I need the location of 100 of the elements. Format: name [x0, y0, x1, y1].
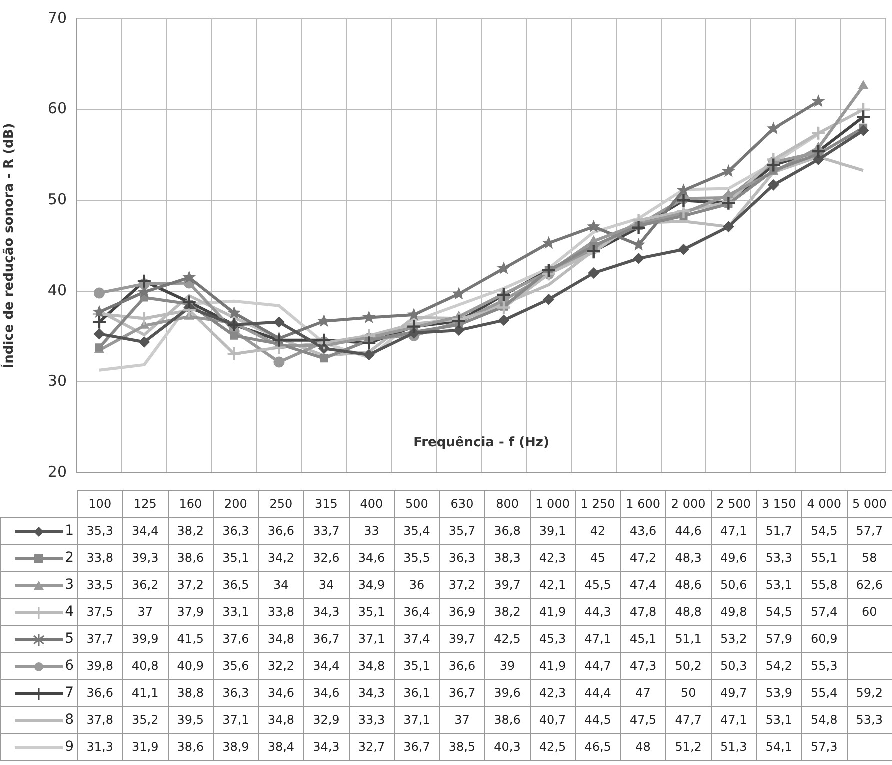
data-label: 33,5 — [78, 572, 123, 598]
data-label: 48,6 — [666, 572, 712, 598]
x-tick-label: 4 000 — [802, 490, 848, 518]
data-label: 33,3 — [349, 706, 394, 734]
data-label: 36,8 — [484, 518, 530, 544]
data-label: 35,3 — [78, 518, 123, 544]
data-label: 39,1 — [530, 518, 576, 544]
data-label: 62,6 — [847, 572, 892, 598]
data-label: 37,8 — [78, 706, 123, 734]
data-label: 37,9 — [168, 598, 214, 626]
y-tick-label: 60 — [48, 100, 67, 118]
data-label: 38,5 — [440, 734, 485, 760]
data-label: 39,6 — [484, 680, 530, 706]
legend-label: 8 — [65, 712, 74, 728]
data-label: 35,5 — [394, 544, 440, 572]
data-label: 38,6 — [168, 734, 214, 760]
data-label: 47,1 — [575, 626, 621, 652]
data-label: 38,6 — [168, 544, 214, 572]
data-label: 39,5 — [168, 706, 214, 734]
data-label: 55,1 — [802, 544, 848, 572]
data-label: 60,9 — [802, 626, 848, 652]
y-tick-label: 40 — [48, 281, 67, 300]
data-label: 33,1 — [213, 598, 259, 626]
data-label: 34,3 — [304, 598, 350, 626]
data-label: 37,5 — [78, 598, 123, 626]
data-label: 35,6 — [213, 652, 259, 680]
data-label: 47,7 — [666, 706, 712, 734]
data-label: 38,2 — [168, 518, 214, 544]
data-label: 37,1 — [349, 626, 394, 652]
data-label: 34 — [304, 572, 350, 598]
data-label: 47,1 — [711, 706, 756, 734]
data-label: 51,7 — [756, 518, 802, 544]
data-label: 36,3 — [213, 518, 259, 544]
data-label: 47,5 — [620, 706, 666, 734]
x-tick-label: 1 000 — [530, 490, 576, 518]
data-label: 34,6 — [304, 680, 350, 706]
data-label: 47,3 — [620, 652, 666, 680]
data-label: 57,7 — [847, 518, 892, 544]
data-label: 34,3 — [304, 734, 350, 760]
data-label: 44,3 — [575, 598, 621, 626]
data-label: 50,2 — [666, 652, 712, 680]
data-label: 42,3 — [530, 680, 576, 706]
data-label: 42,1 — [530, 572, 576, 598]
data-label: 38,9 — [213, 734, 259, 760]
data-label: 37,6 — [213, 626, 259, 652]
y-tick-label: 70 — [48, 8, 67, 27]
legend-label: 1 — [65, 523, 74, 539]
data-label: 51,1 — [666, 626, 712, 652]
data-label: 37,1 — [394, 706, 440, 734]
data-label: 50,6 — [711, 572, 756, 598]
data-label: 36,1 — [394, 680, 440, 706]
y-tick-label: 30 — [48, 372, 67, 390]
data-label: 44,6 — [666, 518, 712, 544]
data-label: 53,2 — [711, 626, 756, 652]
data-label: 57,4 — [802, 598, 848, 626]
data-label: 35,1 — [213, 544, 259, 572]
data-label: 49,6 — [711, 544, 756, 572]
data-label: 36,7 — [304, 626, 350, 652]
data-label: 53,3 — [847, 706, 892, 734]
data-label: 55,4 — [802, 680, 848, 706]
x-tick-label: 3 150 — [756, 490, 802, 518]
data-label: 36,6 — [78, 680, 123, 706]
data-label: 37,1 — [213, 706, 259, 734]
data-label: 34 — [258, 572, 304, 598]
data-label: 37,2 — [440, 572, 485, 598]
data-label: 48 — [620, 734, 666, 760]
data-label: 47,2 — [620, 544, 666, 572]
data-label: 37 — [122, 598, 168, 626]
data-label: 47 — [620, 680, 666, 706]
data-label: 39,7 — [440, 626, 485, 652]
data-label: 44,4 — [575, 680, 621, 706]
x-tick-label: 500 — [394, 490, 440, 518]
data-label: 45 — [575, 544, 621, 572]
data-label: 44,5 — [575, 706, 621, 734]
legend-label: 9 — [65, 739, 74, 755]
data-label: 37 — [440, 706, 485, 734]
legend-label: 3 — [65, 577, 74, 593]
data-label: 38,8 — [168, 680, 214, 706]
x-tick-label: 2 500 — [711, 490, 756, 518]
data-label: 36,6 — [440, 652, 485, 680]
data-label: 38,3 — [484, 544, 530, 572]
x-tick-label: 400 — [349, 490, 394, 518]
data-label: 41,9 — [530, 652, 576, 680]
data-label: 41,9 — [530, 598, 576, 626]
data-label: 60 — [847, 598, 892, 626]
data-label: 50 — [666, 680, 712, 706]
data-label: 40,8 — [122, 652, 168, 680]
data-label: 40,3 — [484, 734, 530, 760]
data-label: 45,5 — [575, 572, 621, 598]
data-label: 53,3 — [756, 544, 802, 572]
data-label: 48,8 — [666, 598, 712, 626]
data-label: 35,4 — [394, 518, 440, 544]
data-label: 34,4 — [122, 518, 168, 544]
data-label: 39,7 — [484, 572, 530, 598]
data-label: 59,2 — [847, 680, 892, 706]
data-label: 35,2 — [122, 706, 168, 734]
data-label: 39 — [484, 652, 530, 680]
data-label: 33,8 — [258, 598, 304, 626]
x-tick-label: 1 250 — [575, 490, 621, 518]
data-label: 31,9 — [122, 734, 168, 760]
